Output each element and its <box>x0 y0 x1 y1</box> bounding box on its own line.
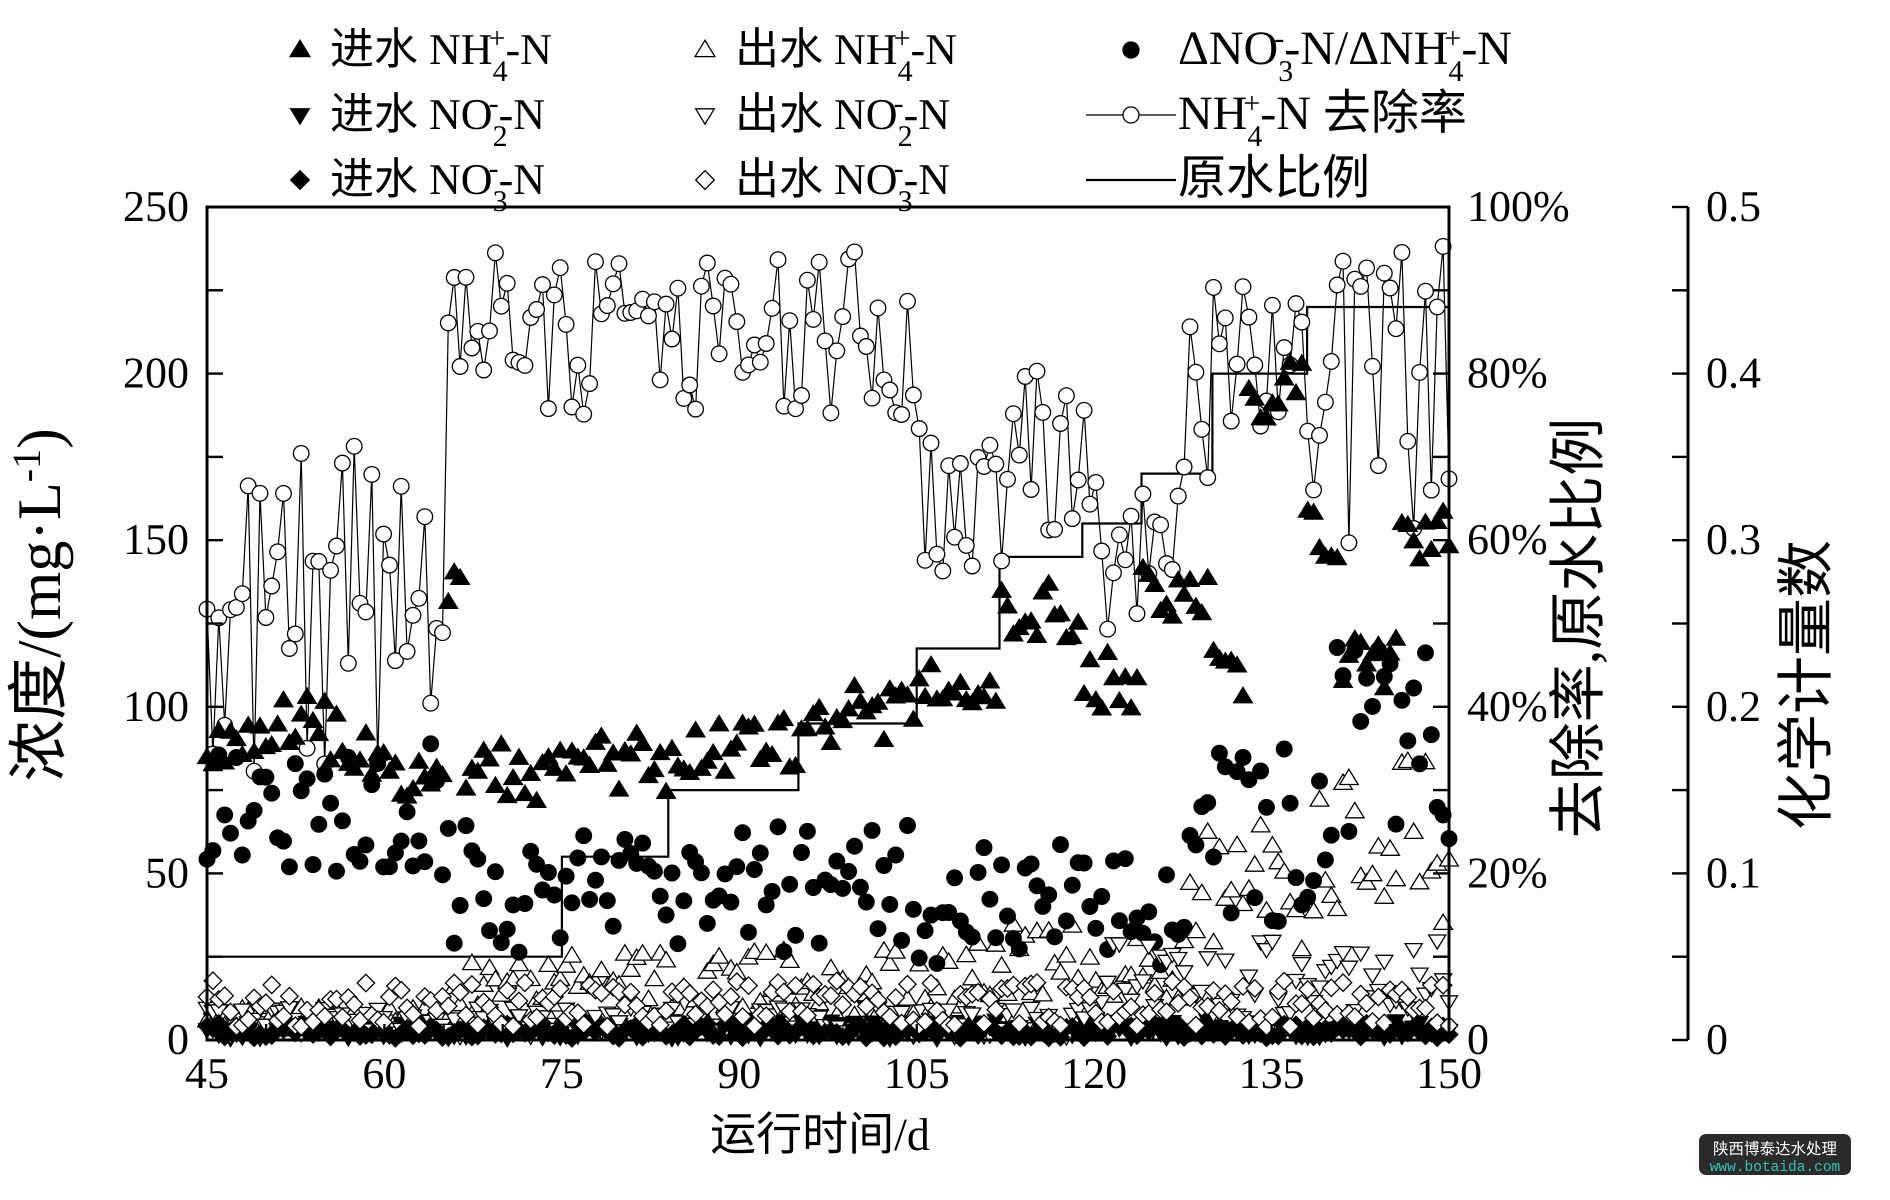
svg-text:运行时间/d: 运行时间/d <box>710 1109 930 1160</box>
svg-text:90: 90 <box>717 1049 761 1098</box>
svg-text:75: 75 <box>540 1049 584 1098</box>
svg-text:40%: 40% <box>1467 682 1548 731</box>
svg-text:50: 50 <box>145 848 189 897</box>
svg-text:0.3: 0.3 <box>1706 515 1761 564</box>
svg-text:ΔNO3--N/ΔNH4+-N: ΔNO3--N/ΔNH4+-N <box>1178 22 1512 88</box>
svg-text:0: 0 <box>1706 1015 1728 1064</box>
svg-text:0.1: 0.1 <box>1706 848 1761 897</box>
svg-text:出水 NH4+-N: 出水 NH4+-N <box>735 22 957 88</box>
svg-text:NH4+-N 去除率: NH4+-N 去除率 <box>1178 87 1467 153</box>
svg-text:0.4: 0.4 <box>1706 349 1761 398</box>
svg-text:0: 0 <box>1467 1015 1489 1064</box>
svg-text:0.5: 0.5 <box>1706 182 1761 231</box>
svg-text:化学计量数: 化学计量数 <box>1774 540 1839 830</box>
svg-text:进水 NH4+-N: 进水 NH4+-N <box>330 22 552 88</box>
svg-text:原水比例: 原水比例 <box>1178 152 1370 205</box>
svg-text:100%: 100% <box>1467 182 1570 231</box>
svg-text:20%: 20% <box>1467 848 1548 897</box>
svg-text:135: 135 <box>1239 1049 1305 1098</box>
svg-text:进水 NO2--N: 进水 NO2--N <box>330 87 545 153</box>
svg-text:120: 120 <box>1061 1049 1127 1098</box>
svg-text:去除率,原水比例: 去除率,原水比例 <box>1546 418 1611 839</box>
svg-text:0.2: 0.2 <box>1706 682 1761 731</box>
svg-text:200: 200 <box>123 349 189 398</box>
svg-text:45: 45 <box>185 1049 229 1098</box>
svg-text:105: 105 <box>884 1049 950 1098</box>
svg-text:浓度/(mg·L-1): 浓度/(mg·L-1) <box>4 428 74 782</box>
svg-text:250: 250 <box>123 182 189 231</box>
svg-text:100: 100 <box>123 682 189 731</box>
svg-text:60%: 60% <box>1467 515 1548 564</box>
svg-text:60: 60 <box>362 1049 406 1098</box>
svg-text:150: 150 <box>123 515 189 564</box>
svg-text:出水 NO2--N: 出水 NO2--N <box>735 87 950 153</box>
svg-text:80%: 80% <box>1467 349 1548 398</box>
